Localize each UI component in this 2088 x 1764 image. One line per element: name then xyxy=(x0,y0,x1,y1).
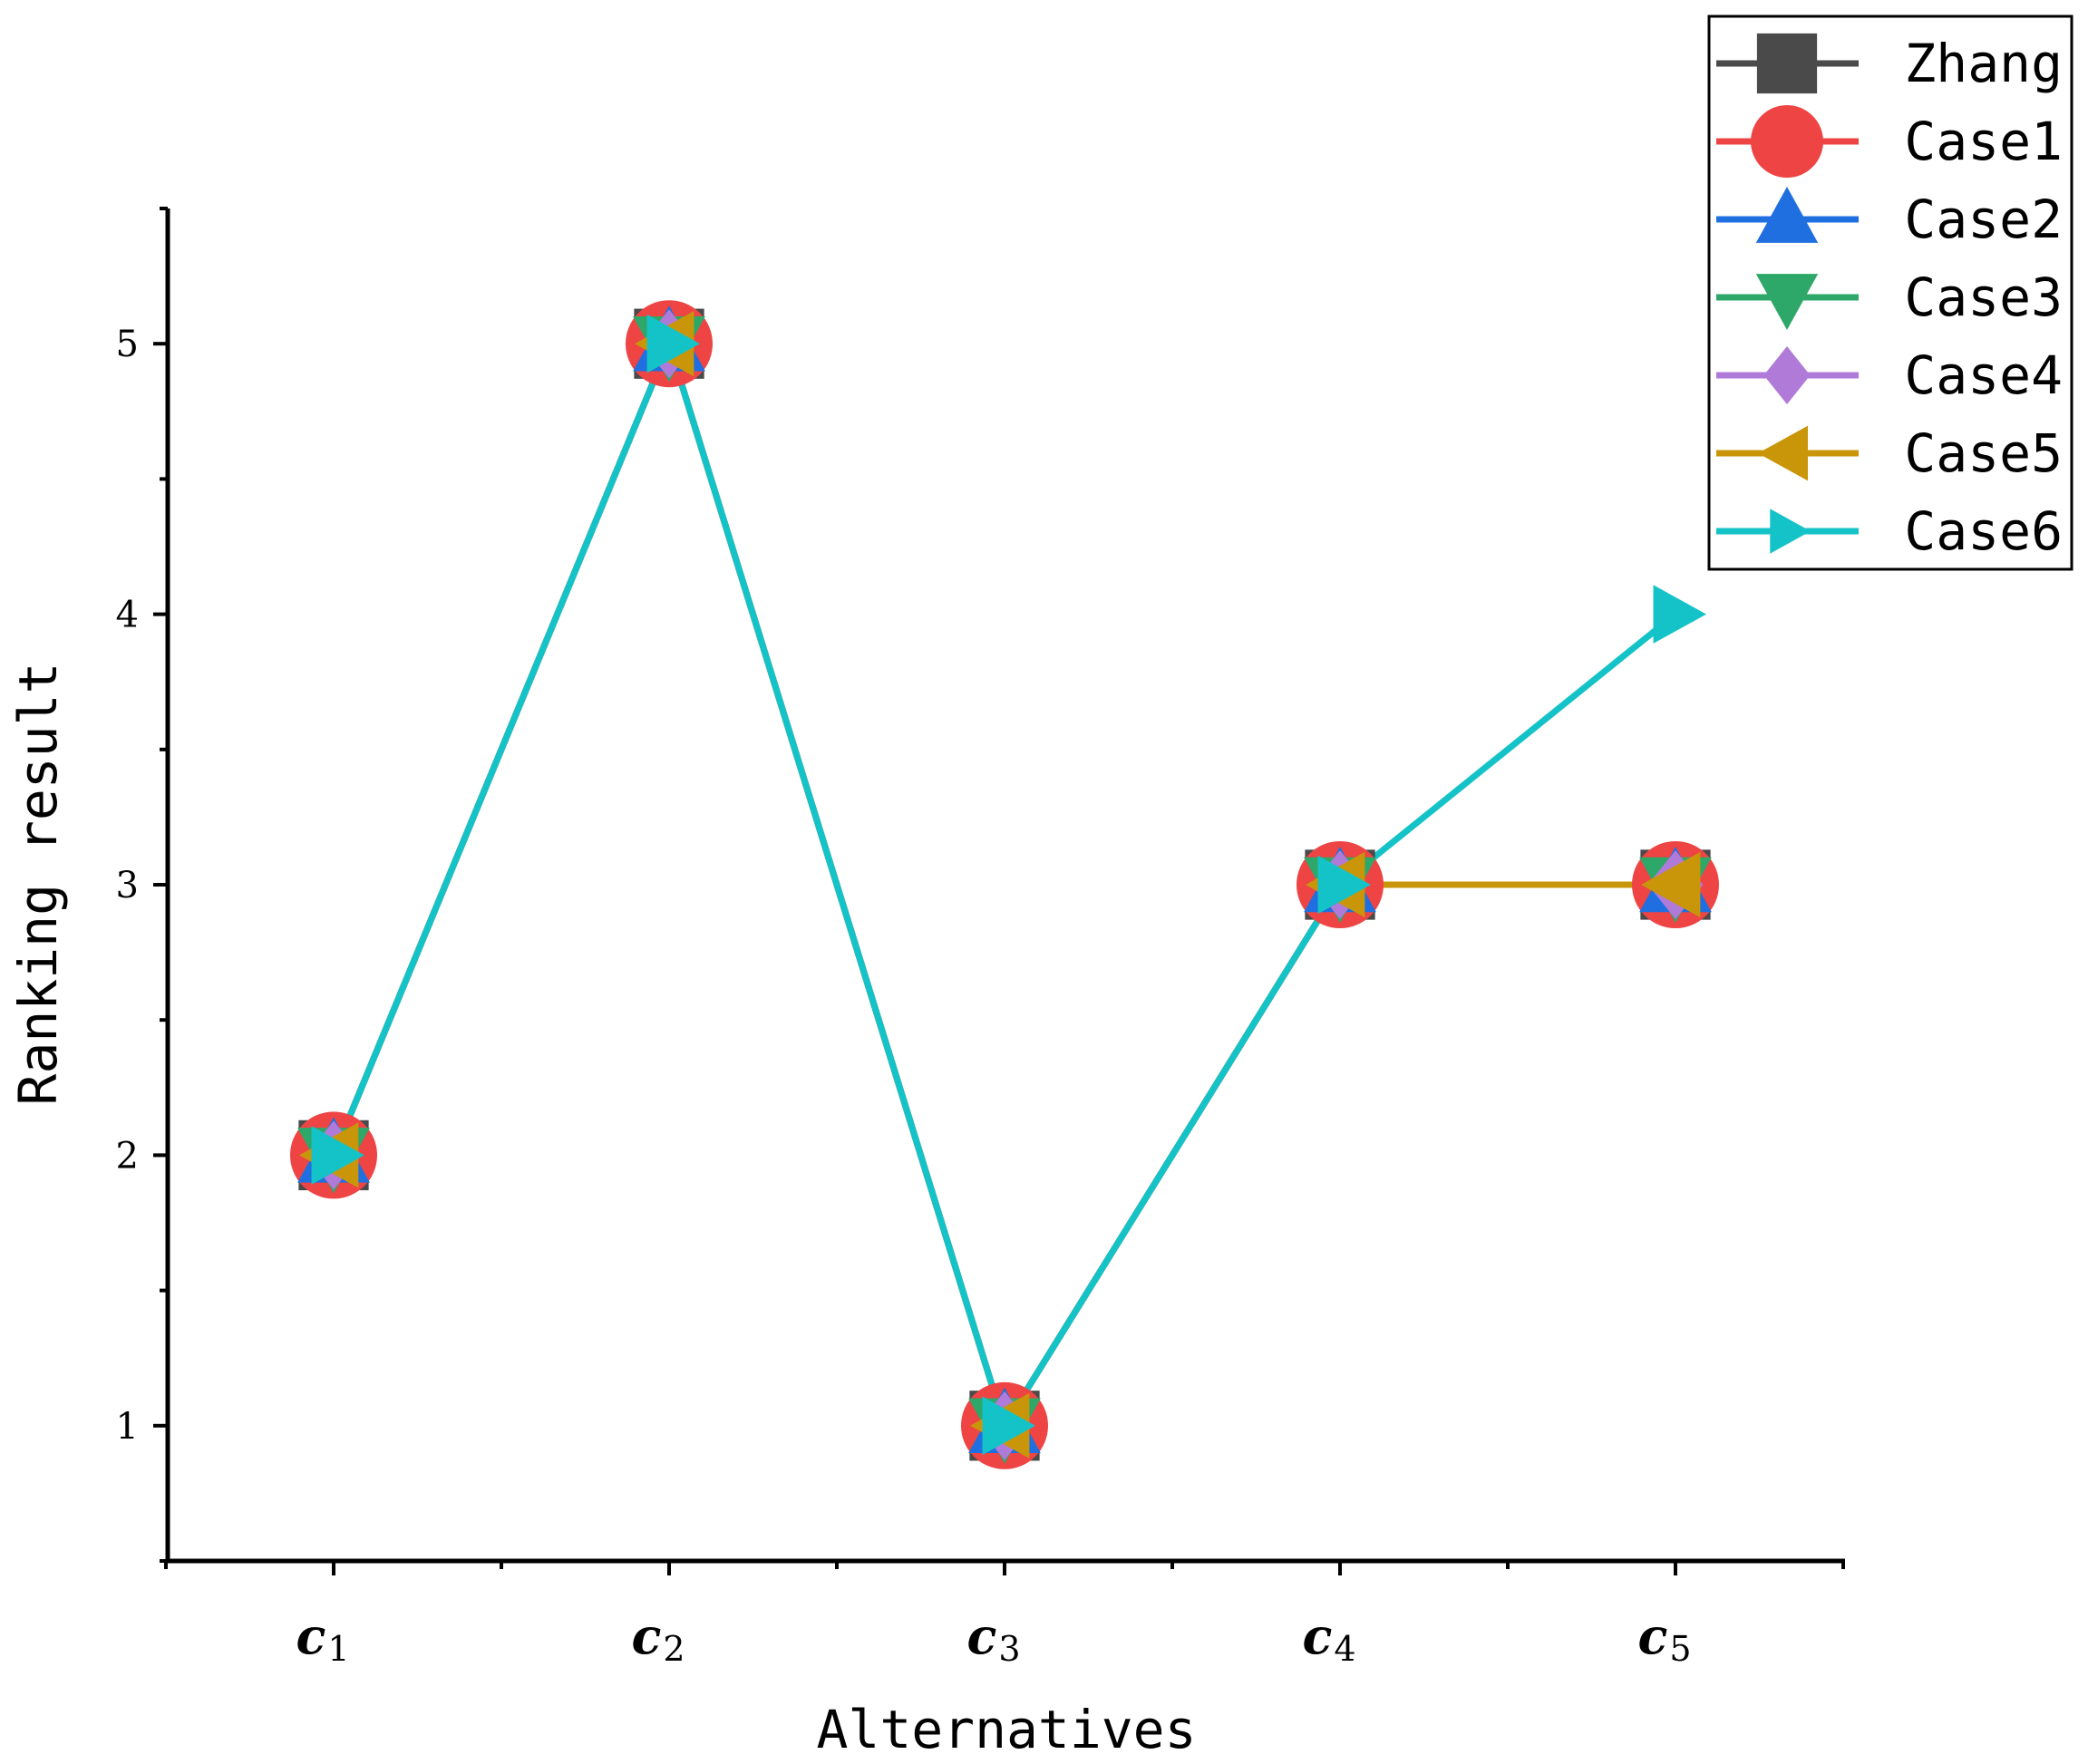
legend-item: Case4 xyxy=(1716,344,2063,406)
data-point xyxy=(646,314,700,373)
x-tick-label: c1 xyxy=(296,1607,349,1669)
data-point xyxy=(982,1396,1035,1456)
series-markers-case2 xyxy=(297,305,1712,1454)
legend-marker xyxy=(1755,187,1819,243)
legend-marker xyxy=(1763,346,1811,404)
x-axis-title: Alternatives xyxy=(816,1699,1196,1760)
legend-item: Case6 xyxy=(1716,500,2063,562)
y-tick-label: 2 xyxy=(116,1135,139,1177)
legend-marker xyxy=(1755,274,1819,330)
legend-label: Case6 xyxy=(1904,500,2063,562)
legend-label: Case4 xyxy=(1904,344,2063,406)
legend-item: Case5 xyxy=(1716,422,2063,484)
y-axis-title: Ranking result xyxy=(7,663,69,1106)
legend-item: Case2 xyxy=(1716,187,2063,250)
legend-marker xyxy=(1770,509,1811,554)
series-line xyxy=(330,340,1675,1430)
legend-label: Zhang xyxy=(1904,33,2063,94)
legend-marker xyxy=(1751,105,1823,178)
legend-item: Case1 xyxy=(1716,105,2063,178)
x-tick-label: c4 xyxy=(1302,1607,1355,1669)
data-point xyxy=(311,1126,364,1185)
data-point xyxy=(1317,855,1371,915)
legend-marker xyxy=(1756,33,1818,94)
y-tick-label: 5 xyxy=(116,324,139,365)
legend-label: Case1 xyxy=(1904,111,2063,172)
data-point xyxy=(1653,585,1706,644)
plot-area xyxy=(290,300,1719,1469)
series-case5 xyxy=(330,340,1675,1430)
series-markers-case3 xyxy=(297,315,1712,1464)
x-tick-label: c5 xyxy=(1637,1607,1691,1669)
data-point xyxy=(1641,851,1701,918)
y-tick-label: 1 xyxy=(116,1406,139,1448)
x-tick-label: c3 xyxy=(966,1607,1020,1669)
legend: Zhang Case1 Case2 Case3 Case4 Case5 Case6 xyxy=(1707,15,2073,571)
legend-label: Case3 xyxy=(1904,267,2063,328)
legend-label: Case2 xyxy=(1904,189,2063,250)
legend-item: Zhang xyxy=(1716,33,2063,94)
series-markers-case6 xyxy=(311,314,1706,1456)
y-tick-label: 4 xyxy=(116,595,139,636)
legend-item: Case3 xyxy=(1716,267,2063,330)
legend-label: Case5 xyxy=(1904,422,2063,484)
legend-marker xyxy=(1758,425,1809,481)
axes: 1 2 3 4 5 c1 c2 c3 c4 c5 xyxy=(116,207,1845,1669)
y-tick-label: 3 xyxy=(116,865,139,906)
x-tick-label: c2 xyxy=(631,1607,685,1669)
